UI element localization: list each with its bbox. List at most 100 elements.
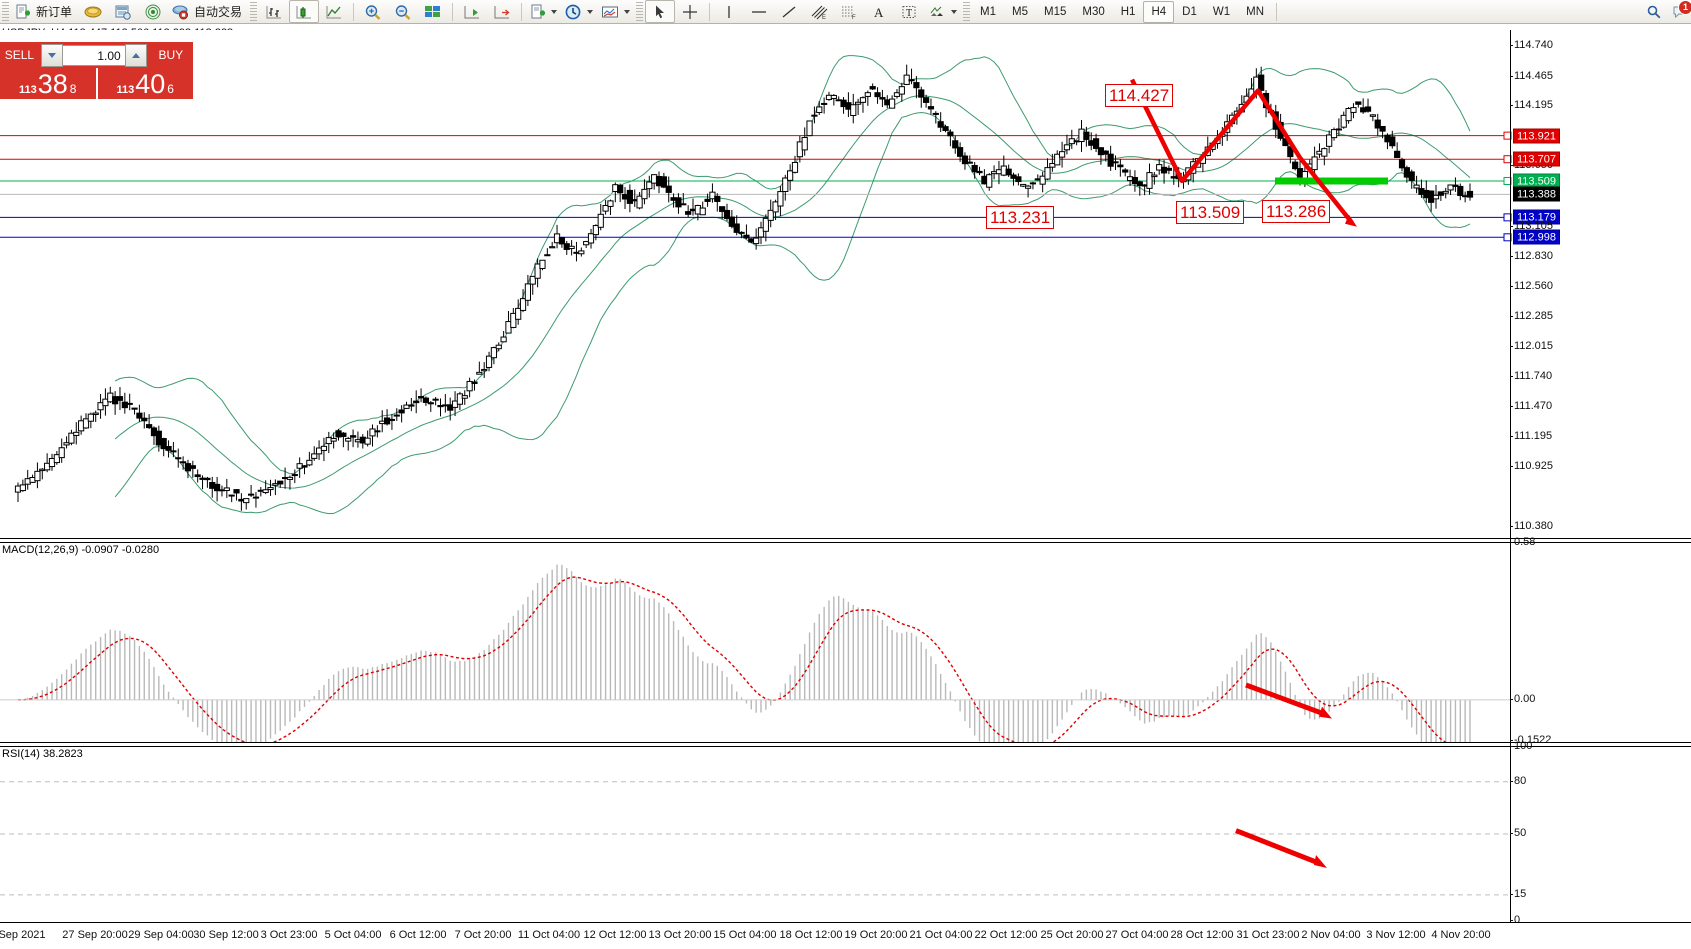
buy-price-prefix: 113 <box>116 84 135 96</box>
svg-text:F: F <box>852 15 856 20</box>
macd-label: MACD(12,26,9) -0.0907 -0.0280 <box>1 544 161 556</box>
time-tick: 7 Oct 20:00 <box>454 929 512 941</box>
text-label-tool-icon[interactable]: T <box>894 0 924 23</box>
time-tick: 3 Nov 12:00 <box>1366 929 1426 941</box>
chevron-down-icon-2[interactable] <box>587 9 594 14</box>
buy-price-sup: 6 <box>167 82 174 96</box>
buy-button[interactable]: BUY <box>148 44 193 66</box>
sell-price-prefix: 113 <box>19 84 37 96</box>
timeframe-w1[interactable]: W1 <box>1212 5 1231 18</box>
svg-text:T: T <box>906 8 912 19</box>
time-tick: 12 Oct 12:00 <box>583 929 647 941</box>
notification-count: 1 <box>1678 0 1691 15</box>
arrows-tool-icon[interactable] <box>924 0 961 23</box>
timeframe-m5[interactable]: M5 <box>1012 5 1028 18</box>
signals-icon[interactable] <box>138 0 168 23</box>
time-tick: 29 Sep 04:00 <box>128 929 194 941</box>
time-tick: 13 Oct 20:00 <box>648 929 712 941</box>
new-order-button[interactable]: 新订单 <box>11 0 78 23</box>
line-chart-icon[interactable] <box>319 0 349 23</box>
trendline-icon[interactable] <box>774 0 804 23</box>
chart-price-annotation[interactable]: 113.231 <box>986 206 1055 229</box>
timeframe-m15[interactable]: M15 <box>1044 5 1067 18</box>
search-icon[interactable] <box>1639 0 1669 23</box>
vertical-line-icon[interactable] <box>714 0 744 23</box>
timeframe-h4[interactable]: H4 <box>1143 0 1175 23</box>
tile-windows-icon[interactable] <box>418 0 448 23</box>
volume-input[interactable]: 1.00 <box>62 44 125 66</box>
gold-coin-icon[interactable] <box>78 0 108 23</box>
sell-price-sup: 8 <box>69 82 77 96</box>
volume-down-button[interactable] <box>40 43 63 67</box>
rsi-svg <box>0 747 1510 896</box>
chevron-down-icon-4[interactable] <box>951 9 958 14</box>
bar-chart-icon[interactable] <box>259 0 289 23</box>
chevron-down-icon-3[interactable] <box>624 9 631 14</box>
time-tick: 5 Oct 04:00 <box>324 929 382 941</box>
chevron-down-icon[interactable] <box>551 9 558 14</box>
add-indicator-button[interactable] <box>526 0 561 23</box>
trade-panel-prices: 113 38 8 113 40 6 <box>0 68 193 99</box>
timeframe-h1[interactable]: H1 <box>1120 5 1136 18</box>
zoom-in-icon[interactable] <box>358 0 388 23</box>
toolbar-grip-2[interactable] <box>250 2 258 21</box>
time-tick: 18 Oct 12:00 <box>779 929 843 941</box>
cursor-tool-icon[interactable] <box>645 0 676 23</box>
toolbar-grip-3[interactable] <box>636 2 644 21</box>
time-tick: 2 Nov 04:00 <box>1301 929 1361 941</box>
time-tick: 25 Oct 20:00 <box>1040 929 1104 941</box>
time-tick: 4 Nov 20:00 <box>1431 929 1491 941</box>
buy-price-big: 40 <box>135 69 166 99</box>
templates-button[interactable] <box>597 0 634 23</box>
macd-svg <box>0 564 1510 757</box>
time-tick: 27 Sep 20:00 <box>62 929 128 941</box>
chart-price-annotation[interactable]: 113.509 <box>1176 201 1245 224</box>
notifications-button[interactable]: 1 <box>1669 0 1691 22</box>
price-chart-pane[interactable] <box>0 30 1691 540</box>
rsi-label: RSI(14) 38.2823 <box>1 748 84 760</box>
rsi-pane[interactable] <box>0 746 1691 922</box>
toolbar-grip-4[interactable] <box>963 2 971 21</box>
volume-stepper[interactable]: 1.00 <box>40 43 147 67</box>
sell-button[interactable]: SELL <box>0 44 39 66</box>
time-tick: 3 Oct 23:00 <box>260 929 318 941</box>
time-tick: 27 Oct 04:00 <box>1105 929 1169 941</box>
time-tick: 21 Oct 04:00 <box>909 929 973 941</box>
time-tick: 11 Oct 04:00 <box>517 929 581 941</box>
fibonacci-icon[interactable]: F <box>834 0 864 23</box>
triangle-down-icon <box>47 52 56 58</box>
toolbar-grip[interactable] <box>2 2 9 21</box>
timeframe-m1[interactable]: M1 <box>980 5 997 18</box>
zoom-out-icon[interactable] <box>388 0 418 23</box>
price-chart-svg <box>0 55 1512 515</box>
auto-scroll-icon[interactable] <box>487 0 517 23</box>
macd-pane[interactable] <box>0 542 1691 757</box>
new-order-label: 新订单 <box>36 5 73 19</box>
autotrading-button[interactable]: 自动交易 <box>168 0 248 23</box>
one-click-trading-panel[interactable]: SELL 1.00 BUY 113 38 8 113 40 6 <box>0 42 193 99</box>
triangle-up-icon <box>131 52 140 58</box>
chart-price-annotation[interactable]: 114.427 <box>1105 84 1174 107</box>
crosshair-tool-icon[interactable] <box>675 0 705 23</box>
horizontal-line-icon[interactable] <box>744 0 774 23</box>
chart-shift-icon[interactable] <box>457 0 487 23</box>
time-scale[interactable]: Sep 2021 27 Sep 20:00 29 Sep 04:00 30 Sep 1… <box>0 922 1691 949</box>
chart-price-annotation[interactable]: 113.286 <box>1262 200 1331 223</box>
candlestick-chart-icon[interactable] <box>289 0 320 23</box>
buy-price-quote[interactable]: 113 40 6 <box>98 68 194 99</box>
time-tick: 22 Oct 12:00 <box>974 929 1038 941</box>
autotrading-label: 自动交易 <box>194 5 243 19</box>
timeframe-m30[interactable]: M30 <box>1082 5 1105 18</box>
equidistant-channel-icon[interactable]: E <box>804 0 834 23</box>
timeframe-d1[interactable]: D1 <box>1182 5 1197 18</box>
time-tick: 30 Sep 12:00 <box>193 929 259 941</box>
sell-price-quote[interactable]: 113 38 8 <box>0 68 98 99</box>
svg-text:A: A <box>874 5 884 20</box>
time-tick: 28 Oct 12:00 <box>1170 929 1234 941</box>
text-tool-icon[interactable]: A <box>864 0 894 23</box>
timeframe-mn[interactable]: MN <box>1246 5 1264 18</box>
terminal-icon[interactable] <box>108 0 138 23</box>
period-clock-button[interactable] <box>561 0 597 23</box>
volume-up-button[interactable] <box>124 43 147 67</box>
